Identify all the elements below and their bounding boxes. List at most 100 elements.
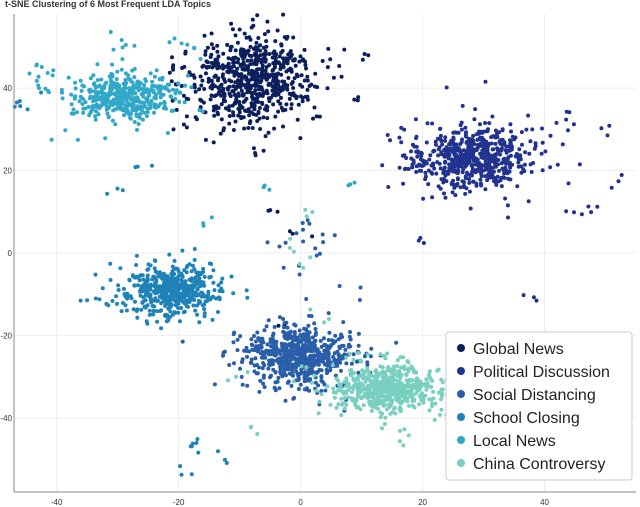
data-point bbox=[176, 81, 181, 86]
data-point bbox=[302, 326, 307, 331]
data-point bbox=[130, 108, 135, 113]
data-point bbox=[91, 99, 96, 104]
data-point bbox=[133, 165, 138, 170]
data-point bbox=[143, 104, 147, 109]
x-tick-label: 20 bbox=[418, 498, 427, 507]
data-point bbox=[258, 127, 263, 131]
data-point bbox=[234, 97, 239, 102]
data-point bbox=[245, 383, 250, 388]
data-point bbox=[397, 370, 402, 375]
data-point bbox=[206, 292, 211, 297]
data-point bbox=[257, 74, 262, 79]
data-point bbox=[237, 100, 242, 104]
data-point bbox=[151, 275, 156, 280]
data-point bbox=[486, 175, 491, 180]
data-point bbox=[332, 358, 337, 363]
data-point bbox=[123, 84, 127, 89]
data-point bbox=[376, 406, 381, 411]
data-point bbox=[363, 379, 368, 384]
data-point bbox=[289, 355, 294, 360]
data-point bbox=[504, 144, 509, 149]
data-point bbox=[277, 244, 282, 249]
data-point bbox=[358, 358, 363, 363]
data-point bbox=[269, 360, 274, 365]
data-point bbox=[117, 106, 122, 111]
data-point bbox=[253, 58, 258, 62]
data-point bbox=[330, 363, 335, 368]
data-point bbox=[456, 165, 461, 169]
data-point bbox=[99, 77, 104, 82]
data-point bbox=[303, 94, 308, 99]
data-point bbox=[360, 368, 365, 373]
data-point bbox=[209, 31, 214, 36]
data-point bbox=[492, 156, 496, 160]
data-point bbox=[273, 353, 278, 358]
data-point bbox=[198, 57, 203, 61]
data-point bbox=[257, 106, 262, 110]
data-point bbox=[411, 160, 416, 165]
data-point bbox=[398, 384, 402, 389]
data-point bbox=[250, 17, 255, 22]
data-point bbox=[519, 170, 524, 175]
data-point bbox=[508, 153, 513, 158]
data-point bbox=[169, 271, 174, 276]
data-point bbox=[181, 289, 186, 294]
data-point bbox=[344, 384, 349, 389]
y-tick-label: 40 bbox=[3, 84, 12, 93]
data-point bbox=[200, 109, 205, 114]
data-point bbox=[109, 87, 114, 92]
data-point bbox=[403, 383, 407, 388]
data-point bbox=[216, 54, 221, 59]
data-point bbox=[410, 142, 415, 147]
data-point bbox=[383, 415, 388, 420]
data-point bbox=[478, 164, 483, 169]
data-point bbox=[108, 92, 113, 97]
data-point bbox=[128, 116, 133, 121]
data-point bbox=[296, 378, 301, 383]
data-point bbox=[357, 383, 362, 388]
data-point bbox=[291, 379, 296, 384]
data-point bbox=[280, 64, 285, 69]
data-point bbox=[242, 62, 246, 67]
data-point bbox=[304, 357, 309, 362]
data-point bbox=[134, 253, 139, 258]
data-point bbox=[102, 84, 107, 89]
data-point bbox=[218, 131, 223, 136]
data-point bbox=[96, 112, 101, 117]
data-point bbox=[305, 218, 310, 223]
data-point bbox=[339, 413, 344, 418]
data-point bbox=[148, 298, 153, 303]
data-point bbox=[303, 350, 307, 355]
data-point bbox=[25, 107, 30, 112]
data-point bbox=[87, 113, 92, 118]
data-point bbox=[248, 37, 253, 42]
data-point bbox=[473, 107, 478, 112]
data-point bbox=[283, 359, 287, 364]
data-point bbox=[223, 79, 228, 84]
data-point bbox=[251, 61, 256, 66]
data-point bbox=[120, 188, 125, 193]
data-point bbox=[387, 388, 392, 393]
data-point bbox=[489, 153, 494, 158]
data-point bbox=[273, 61, 277, 66]
data-point bbox=[388, 397, 393, 402]
data-point bbox=[301, 227, 305, 232]
data-point bbox=[543, 149, 548, 154]
data-point bbox=[463, 163, 468, 168]
data-point bbox=[163, 289, 168, 294]
data-point bbox=[461, 148, 466, 153]
data-point bbox=[260, 63, 265, 68]
data-point bbox=[321, 240, 326, 245]
data-point bbox=[152, 258, 157, 263]
data-point bbox=[111, 47, 116, 52]
data-point bbox=[210, 65, 215, 70]
data-point bbox=[59, 87, 64, 92]
data-point bbox=[234, 84, 239, 89]
data-point bbox=[145, 97, 150, 101]
data-point bbox=[385, 384, 390, 389]
data-point bbox=[273, 80, 278, 85]
data-point bbox=[438, 126, 443, 131]
data-point bbox=[425, 121, 430, 126]
data-point bbox=[266, 318, 271, 323]
data-point bbox=[348, 182, 353, 187]
